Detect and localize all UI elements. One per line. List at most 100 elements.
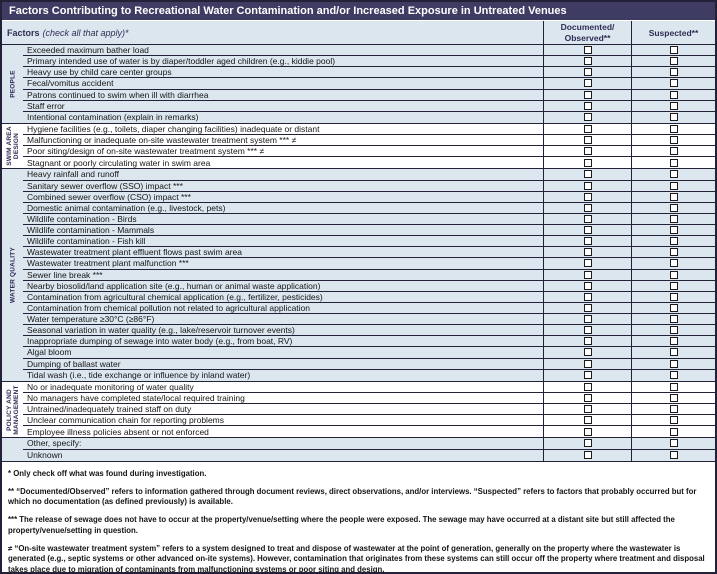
- suspected-checkbox-cell: [631, 314, 715, 325]
- documented-checkbox[interactable]: [583, 124, 592, 133]
- group-label-text: WATER QUALITY: [8, 247, 16, 304]
- suspected-checkbox[interactable]: [669, 214, 678, 223]
- suspected-checkbox[interactable]: [669, 315, 678, 324]
- group-label-text: SWIM AREA DESIGN: [5, 126, 20, 166]
- suspected-checkbox[interactable]: [669, 337, 678, 346]
- factor-label: Seasonal variation in water quality (e.g…: [27, 325, 295, 336]
- documented-checkbox[interactable]: [583, 382, 592, 391]
- suspected-checkbox[interactable]: [669, 451, 678, 460]
- suspected-checkbox-cell: [631, 146, 715, 157]
- documented-checkbox[interactable]: [583, 237, 592, 246]
- documented-checkbox[interactable]: [583, 359, 592, 368]
- documented-checkbox-cell: [543, 111, 631, 123]
- suspected-checkbox[interactable]: [669, 226, 678, 235]
- documented-checkbox[interactable]: [583, 79, 592, 88]
- suspected-checkbox[interactable]: [669, 439, 678, 448]
- suspected-checkbox[interactable]: [669, 68, 678, 77]
- suspected-checkbox[interactable]: [669, 181, 678, 190]
- suspected-checkbox[interactable]: [669, 192, 678, 201]
- suspected-checkbox[interactable]: [669, 136, 678, 145]
- documented-checkbox[interactable]: [583, 46, 592, 55]
- factor-group: SWIM AREA DESIGN Hygiene facilities (e.g.…: [2, 123, 715, 170]
- table-row: Untrained/inadequately trained staff on …: [23, 404, 715, 416]
- factor-group: PEOPLE Exceeded maximum bather load Primar…: [2, 45, 715, 124]
- suspected-checkbox-cell: [631, 247, 715, 258]
- documented-checkbox[interactable]: [583, 451, 592, 460]
- suspected-checkbox[interactable]: [669, 147, 678, 156]
- suspected-checkbox[interactable]: [669, 158, 678, 167]
- suspected-checkbox-cell: [631, 291, 715, 302]
- factor-label: Primary intended use of water is by diap…: [27, 56, 336, 67]
- documented-checkbox[interactable]: [583, 68, 592, 77]
- documented-checkbox[interactable]: [583, 427, 592, 436]
- documented-checkbox[interactable]: [583, 113, 592, 122]
- suspected-checkbox[interactable]: [669, 359, 678, 368]
- table-row: Nearby biosolid/land application site (e…: [23, 280, 715, 292]
- suspected-checkbox-cell: [631, 415, 715, 426]
- table-row: Hygiene facilities (e.g., toilets, diape…: [23, 123, 715, 135]
- documented-checkbox[interactable]: [583, 136, 592, 145]
- suspected-checkbox[interactable]: [669, 348, 678, 357]
- suspected-checkbox[interactable]: [669, 237, 678, 246]
- documented-checkbox[interactable]: [583, 439, 592, 448]
- documented-checkbox[interactable]: [583, 203, 592, 212]
- documented-checkbox[interactable]: [583, 348, 592, 357]
- factor-label: Contamination from chemical pollution no…: [27, 302, 311, 313]
- suspected-checkbox[interactable]: [669, 303, 678, 312]
- documented-checkbox[interactable]: [583, 326, 592, 335]
- suspected-checkbox[interactable]: [669, 326, 678, 335]
- documented-checkbox[interactable]: [583, 337, 592, 346]
- suspected-checkbox-cell: [631, 67, 715, 78]
- suspected-checkbox[interactable]: [669, 281, 678, 290]
- suspected-checkbox[interactable]: [669, 113, 678, 122]
- suspected-checkbox[interactable]: [669, 79, 678, 88]
- documented-checkbox[interactable]: [583, 259, 592, 268]
- documented-checkbox-cell: [543, 369, 631, 381]
- suspected-checkbox[interactable]: [669, 57, 678, 66]
- suspected-checkbox[interactable]: [669, 371, 678, 380]
- documented-checkbox[interactable]: [583, 226, 592, 235]
- suspected-checkbox[interactable]: [669, 170, 678, 179]
- documented-checkbox-cell: [543, 449, 631, 461]
- documented-checkbox[interactable]: [583, 270, 592, 279]
- documented-checkbox[interactable]: [583, 170, 592, 179]
- factor-label: No managers have completed state/local r…: [27, 392, 245, 403]
- suspected-checkbox[interactable]: [669, 427, 678, 436]
- group-rows: Other, specify: Unknown: [23, 438, 715, 461]
- documented-checkbox[interactable]: [583, 248, 592, 257]
- suspected-checkbox[interactable]: [669, 259, 678, 268]
- suspected-checkbox[interactable]: [669, 416, 678, 425]
- documented-checkbox[interactable]: [583, 371, 592, 380]
- suspected-checkbox[interactable]: [669, 382, 678, 391]
- documented-checkbox[interactable]: [583, 315, 592, 324]
- factor-label: Nearby biosolid/land application site (e…: [27, 280, 321, 291]
- documented-checkbox[interactable]: [583, 158, 592, 167]
- documented-checkbox[interactable]: [583, 292, 592, 301]
- documented-checkbox[interactable]: [583, 405, 592, 414]
- suspected-checkbox[interactable]: [669, 101, 678, 110]
- suspected-checkbox[interactable]: [669, 203, 678, 212]
- suspected-checkbox-cell: [631, 404, 715, 415]
- documented-checkbox[interactable]: [583, 181, 592, 190]
- suspected-checkbox[interactable]: [669, 405, 678, 414]
- documented-checkbox[interactable]: [583, 57, 592, 66]
- documented-checkbox[interactable]: [583, 281, 592, 290]
- documented-checkbox[interactable]: [583, 214, 592, 223]
- documented-checkbox[interactable]: [583, 192, 592, 201]
- suspected-checkbox[interactable]: [669, 270, 678, 279]
- documented-checkbox[interactable]: [583, 90, 592, 99]
- suspected-checkbox[interactable]: [669, 90, 678, 99]
- documented-checkbox[interactable]: [583, 416, 592, 425]
- suspected-checkbox[interactable]: [669, 124, 678, 133]
- documented-checkbox[interactable]: [583, 393, 592, 402]
- documented-checkbox[interactable]: [583, 303, 592, 312]
- documented-checkbox[interactable]: [583, 101, 592, 110]
- documented-checkbox[interactable]: [583, 147, 592, 156]
- documented-checkbox-cell: [543, 438, 631, 449]
- suspected-checkbox[interactable]: [669, 248, 678, 257]
- suspected-checkbox[interactable]: [669, 393, 678, 402]
- suspected-checkbox[interactable]: [669, 292, 678, 301]
- suspected-checkbox[interactable]: [669, 46, 678, 55]
- documented-checkbox-cell: [543, 225, 631, 236]
- table-row: Sanitary sewer overflow (SSO) impact ***: [23, 180, 715, 192]
